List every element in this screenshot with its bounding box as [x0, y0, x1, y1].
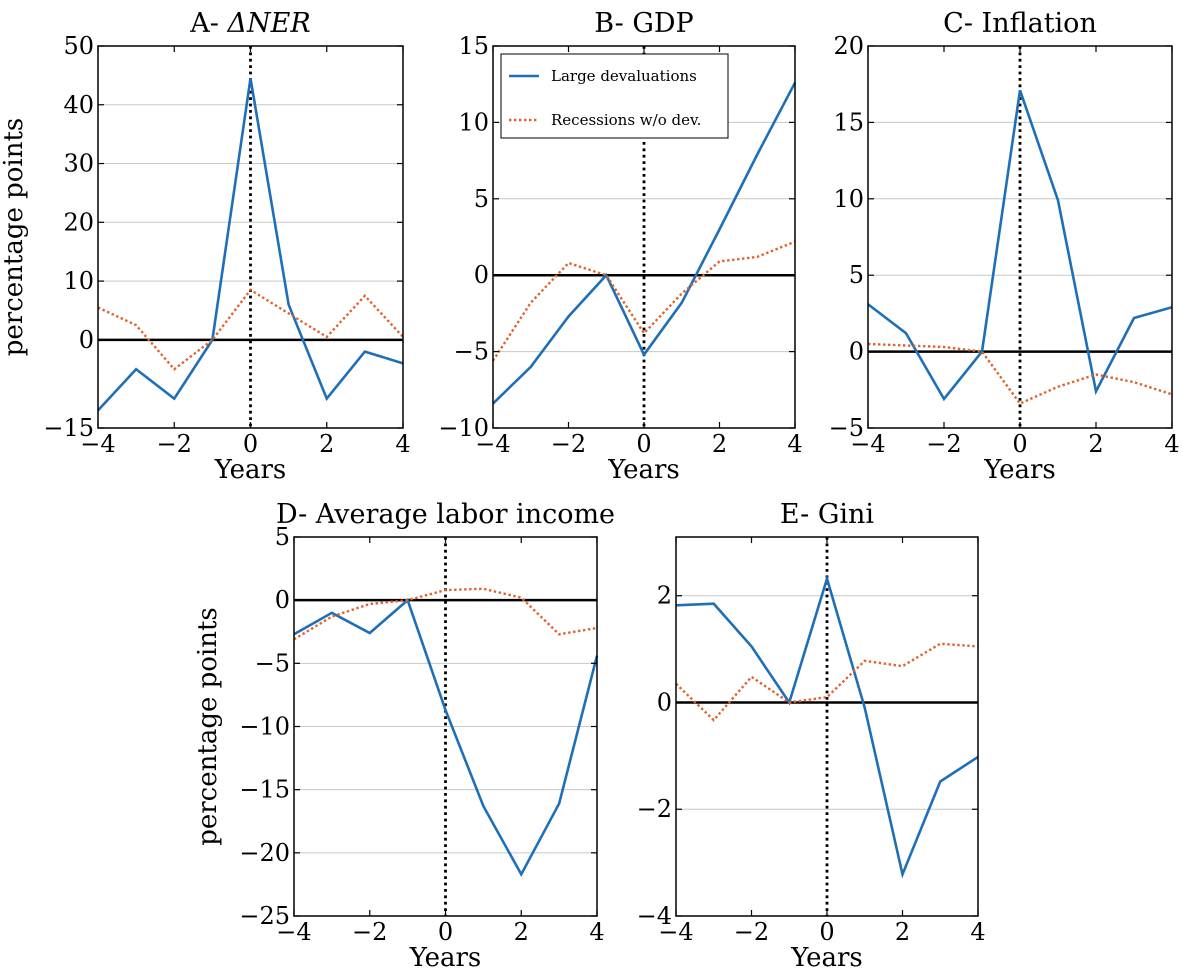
x-tick-label: 4: [395, 430, 410, 458]
panel-title: D- Average labor income: [276, 499, 615, 530]
series-recessions-line: [867, 342, 1173, 406]
x-tick-label: 4: [589, 918, 604, 946]
x-tick-label: 4: [970, 918, 985, 946]
y-tick-label: 0: [657, 688, 672, 716]
series-large-devaluations-line: [867, 89, 1173, 402]
y-tick-label: 2: [657, 582, 672, 610]
legend-label: Recessions w/o dev.: [551, 111, 701, 129]
x-tick-label: −4: [276, 918, 311, 946]
panel-a: −15 0 10 20 30 40 50 −4 −2 0 2 4 Years percentage poi…: [0, 8, 411, 485]
y-tick-label: −5: [829, 414, 864, 442]
y-tick-label: 15: [833, 108, 864, 136]
x-tick-label: −2: [926, 430, 961, 458]
x-tick-label: 2: [895, 918, 910, 946]
panel-c: −5 0 5 10 15 20 −4 −2 0 2 4 Years C- Inflation: [829, 8, 1180, 485]
x-tick-label: −4: [850, 430, 885, 458]
y-tick-label: 10: [458, 108, 489, 136]
x-tick-label: 4: [787, 430, 802, 458]
panel-title: C- Inflation: [943, 8, 1097, 39]
y-tick-label: 10: [833, 185, 864, 213]
x-tick-label: 0: [636, 430, 651, 458]
x-tick-label: −2: [734, 918, 769, 946]
legend: Large devaluations Recessions w/o dev.: [500, 53, 729, 139]
y-tick-label: −10: [239, 713, 290, 741]
y-tick-label: −4: [637, 902, 672, 930]
x-tick-label: −4: [80, 430, 115, 458]
x-axis-label: Years: [607, 455, 680, 485]
x-axis-label: Years: [983, 455, 1056, 485]
series-large-devaluations-line: [97, 78, 404, 412]
panel-b: −10 −5 0 5 10 15 −4 −2 0 2 4 Years B- GDP Large deval…: [438, 8, 802, 485]
series-recessions-line: [97, 288, 404, 371]
x-tick-label: 4: [1164, 430, 1179, 458]
legend-box: [500, 53, 729, 139]
y-tick-label: 0: [849, 338, 864, 366]
y-tick-label: 5: [849, 261, 864, 289]
panel-title: A- ΔNER: [189, 8, 310, 39]
y-tick-label: 20: [833, 32, 864, 60]
y-tick-label: 20: [63, 208, 94, 236]
y-tick-label: 15: [458, 32, 489, 60]
y-tick-label: 10: [63, 267, 94, 295]
axes-frame: [867, 45, 1173, 429]
x-axis-label: Years: [409, 943, 482, 973]
panel-title: B- GDP: [594, 8, 693, 39]
x-tick-label: −4: [475, 430, 510, 458]
x-tick-label: 2: [1088, 430, 1103, 458]
y-tick-label: −25: [239, 902, 290, 930]
y-tick-label: 0: [474, 261, 489, 289]
y-tick-label: −10: [438, 414, 489, 442]
x-tick-label: −2: [551, 430, 586, 458]
y-tick-label: 50: [63, 32, 94, 60]
y-tick-label: −20: [239, 839, 290, 867]
panel-title: E- Gini: [780, 499, 875, 530]
y-tick-label: 0: [275, 586, 290, 614]
y-tick-label: 30: [63, 150, 94, 178]
x-tick-label: −2: [157, 430, 192, 458]
y-tick-label: 5: [474, 185, 489, 213]
y-tick-label: −5: [454, 338, 489, 366]
y-tick-label: −2: [637, 795, 672, 823]
x-tick-label: 0: [243, 430, 258, 458]
series-large-devaluations-line: [293, 597, 599, 878]
y-axis-label: percentage points: [193, 607, 223, 846]
x-axis-label: Years: [214, 455, 287, 485]
y-tick-label: 0: [79, 326, 94, 354]
x-axis-label: Years: [790, 943, 863, 973]
x-tick-label: 0: [819, 918, 834, 946]
y-axis-label: percentage points: [0, 118, 29, 357]
x-tick-label: −2: [352, 918, 387, 946]
x-tick-label: 2: [712, 430, 727, 458]
y-tick-label: 5: [275, 523, 290, 551]
x-tick-label: 2: [514, 918, 529, 946]
y-tick-label: −15: [239, 776, 290, 804]
series-large-devaluations-line: [492, 82, 797, 405]
legend-label: Large devaluations: [551, 67, 697, 85]
panel-e: −4 −2 0 2 −4 −2 0 2 4 Years E- Gini: [637, 499, 986, 973]
series-large-devaluations-line: [675, 574, 979, 879]
y-tick-label: 40: [63, 91, 94, 119]
axes-frame: [97, 45, 404, 429]
y-tick-label: −5: [255, 649, 290, 677]
x-tick-label: 0: [438, 918, 453, 946]
series-recessions-line: [675, 642, 979, 722]
x-tick-label: 2: [319, 430, 334, 458]
x-tick-label: 0: [1012, 430, 1027, 458]
x-tick-label: −4: [658, 918, 693, 946]
y-tick-label: −15: [43, 414, 94, 442]
series-recessions-line: [293, 587, 598, 641]
